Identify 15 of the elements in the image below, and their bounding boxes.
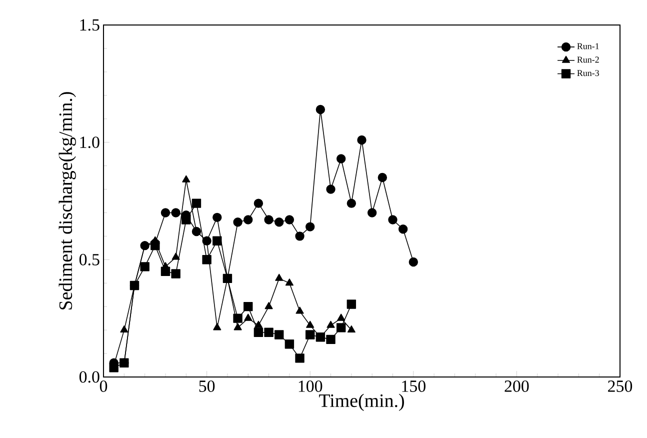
legend-label: Run-2 xyxy=(577,56,599,63)
x-tick-label: 200 xyxy=(504,380,529,392)
x-tick-label: 150 xyxy=(402,380,426,392)
legend-label: Run-3 xyxy=(577,70,599,76)
y-tick-label: 0.5 xyxy=(79,254,100,266)
x-tick-label: 50 xyxy=(199,380,215,392)
x-tick-label: 0 xyxy=(100,380,108,392)
y-tick-label: 0.0 xyxy=(79,371,100,383)
x-axis-title: Time(min.) xyxy=(319,394,404,411)
y-tick-label: 1.5 xyxy=(80,19,100,31)
y-axis-title: Sediment discharge(kg/min.) xyxy=(58,92,76,310)
y-tick-label: 1.0 xyxy=(80,136,100,148)
x-tick-label: 250 xyxy=(608,380,632,392)
x-tick-label: 100 xyxy=(298,380,322,392)
legend-label: Run-1 xyxy=(577,43,599,50)
